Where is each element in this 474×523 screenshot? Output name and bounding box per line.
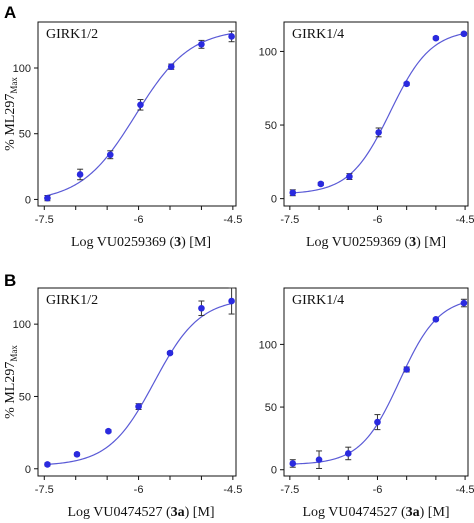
x-tick-label: -7.5 bbox=[280, 484, 299, 496]
data-point bbox=[432, 34, 440, 42]
fit-curve bbox=[292, 302, 465, 465]
panel-letter-b: B bbox=[4, 271, 16, 290]
y-tick-label: 100 bbox=[259, 46, 277, 58]
x-tick-label: -7.5 bbox=[35, 214, 54, 226]
y-axis-label: % ML297Max bbox=[3, 345, 19, 419]
data-point bbox=[317, 180, 325, 188]
data-point bbox=[403, 80, 410, 88]
data-point bbox=[315, 456, 323, 464]
chart-title: GIRK1/2 bbox=[46, 27, 98, 42]
x-axis-label: Log VU0474527 (3a) [M] bbox=[67, 505, 214, 520]
chart-title: GIRK1/2 bbox=[46, 293, 98, 308]
y-tick-label: 0 bbox=[271, 194, 277, 206]
y-tick-label: 50 bbox=[19, 129, 31, 141]
x-tick-label: -4.5 bbox=[223, 484, 242, 496]
data-point bbox=[198, 304, 205, 312]
x-axis-label: Log VU0259369 (3) [M] bbox=[71, 235, 211, 250]
data-point bbox=[289, 460, 297, 467]
data-point bbox=[228, 33, 235, 40]
plot-frame bbox=[37, 287, 237, 477]
data-point bbox=[137, 101, 144, 109]
plot-frame bbox=[283, 287, 469, 477]
data-point bbox=[460, 299, 468, 307]
chart-3: -7.5 -6 -4.5 0 50 100 GIRK1/4 Log VU0474527 (3a… bbox=[259, 287, 474, 520]
data-point bbox=[228, 297, 235, 305]
x-tick-label: -6 bbox=[134, 484, 144, 496]
data-point bbox=[105, 427, 112, 435]
data-point bbox=[73, 451, 81, 458]
chart-1: -7.5 -6 -4.5 0 50 100 GIRK1/4 Log VU0259369 (3)… bbox=[259, 21, 474, 250]
y-tick-label: 0 bbox=[25, 464, 31, 476]
x-tick-label: -6 bbox=[373, 484, 383, 496]
data-point bbox=[403, 366, 410, 373]
data-point bbox=[166, 349, 174, 357]
data-point bbox=[167, 63, 175, 70]
fit-curve bbox=[47, 302, 232, 465]
data-point bbox=[106, 151, 114, 159]
data-point bbox=[460, 30, 468, 38]
data-point bbox=[344, 450, 352, 457]
y-tick-label: 100 bbox=[13, 63, 31, 75]
data-point bbox=[198, 41, 205, 48]
data-point bbox=[44, 194, 51, 202]
chart-0: -7.5 -6 -4.5 0 50 100 GIRK1/2 Log VU0259369 (3)… bbox=[3, 21, 242, 250]
y-tick-label: 100 bbox=[259, 339, 277, 351]
plot-frame bbox=[37, 21, 237, 207]
data-point bbox=[76, 171, 84, 178]
y-tick-label: 50 bbox=[265, 402, 277, 414]
x-axis-label: Log VU0474527 (3a) [M] bbox=[302, 505, 449, 520]
y-tick-label: 0 bbox=[271, 465, 277, 477]
chart-title: GIRK1/4 bbox=[292, 27, 344, 42]
data-point bbox=[135, 403, 142, 410]
x-tick-label: -4.5 bbox=[456, 214, 474, 226]
data-point bbox=[289, 189, 297, 197]
y-tick-label: 50 bbox=[265, 120, 277, 132]
y-axis-label: % ML297Max bbox=[3, 77, 19, 151]
chart-title: GIRK1/4 bbox=[292, 293, 344, 308]
y-tick-label: 100 bbox=[13, 319, 31, 331]
panel-letter-a: A bbox=[4, 3, 16, 22]
plot-frame bbox=[283, 21, 469, 207]
chart-2: -7.5 -6 -4.5 0 50 100 GIRK1/2 Log VU0474527 (3a… bbox=[3, 287, 242, 520]
fit-curve bbox=[47, 32, 232, 196]
x-axis-label: Log VU0259369 (3) [M] bbox=[306, 235, 446, 250]
data-point bbox=[375, 129, 382, 136]
fit-curve bbox=[292, 33, 465, 194]
x-tick-label: -4.5 bbox=[456, 484, 474, 496]
x-tick-label: -7.5 bbox=[280, 214, 299, 226]
data-point bbox=[432, 316, 440, 323]
x-tick-label: -4.5 bbox=[223, 214, 242, 226]
data-point bbox=[346, 173, 353, 180]
x-tick-label: -6 bbox=[134, 214, 144, 226]
data-point bbox=[44, 461, 51, 468]
y-tick-label: 50 bbox=[19, 391, 31, 403]
data-point bbox=[374, 418, 381, 426]
y-tick-label: 0 bbox=[25, 194, 31, 206]
x-tick-label: -6 bbox=[373, 214, 383, 226]
x-tick-label: -7.5 bbox=[35, 484, 54, 496]
